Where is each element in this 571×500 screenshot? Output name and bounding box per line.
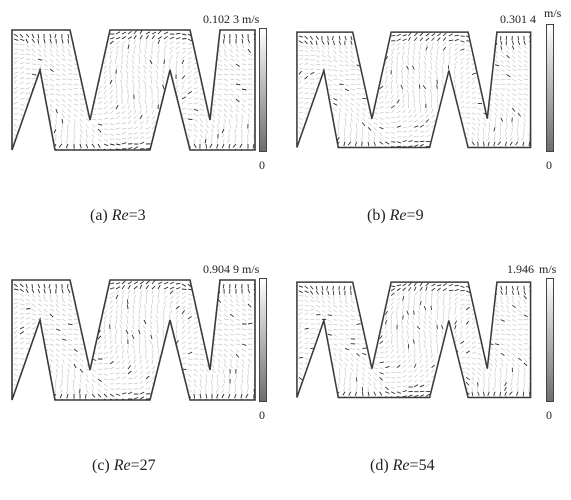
- reynolds-value: 27: [140, 457, 156, 474]
- panel-a: 0.102 3 m/s 0 (a) Re=3: [10, 10, 290, 250]
- velocity-field-d: [295, 260, 545, 410]
- colorbar-a: [259, 28, 267, 152]
- colorbar-d: [546, 278, 554, 402]
- panel-c: 0.904 9 m/s 0 (c) Re=27: [10, 260, 290, 500]
- velocity-field-b: [295, 10, 545, 160]
- colorbar-b: [546, 24, 554, 152]
- caption-equals: =: [407, 207, 416, 224]
- scale-min-c: 0: [259, 408, 265, 423]
- reynolds-value: 9: [416, 207, 424, 224]
- scale-min-b: 0: [546, 158, 552, 173]
- reynolds-symbol: Re: [112, 207, 129, 224]
- scale-max-a: 0.102 3: [203, 12, 239, 27]
- scale-min-a: 0: [259, 158, 265, 173]
- scale-unit-c: m/s: [242, 262, 259, 277]
- velocity-field-c: [10, 260, 270, 410]
- scale-unit-d: m/s: [539, 262, 556, 277]
- scale-max-d: 1.946: [507, 262, 534, 277]
- caption-a: (a) Re=3: [90, 207, 146, 225]
- reynolds-symbol: Re: [390, 207, 407, 224]
- scale-max-c: 0.904 9: [203, 262, 239, 277]
- velocity-field-a: [10, 10, 270, 160]
- caption-b: (b) Re=9: [367, 207, 424, 225]
- caption-c: (c) Re=27: [92, 457, 156, 475]
- reynolds-value: 54: [419, 457, 435, 474]
- caption-label: (c): [92, 457, 110, 474]
- reynolds-value: 3: [138, 207, 146, 224]
- caption-label: (b): [367, 207, 386, 224]
- scale-unit-a: m/s: [242, 12, 259, 27]
- caption-label: (d): [370, 457, 389, 474]
- scale-max-b: 0.301 4: [500, 12, 536, 27]
- scale-min-d: 0: [546, 408, 552, 423]
- caption-d: (d) Re=54: [370, 457, 435, 475]
- caption-equals: =: [131, 457, 140, 474]
- caption-label: (a): [90, 207, 108, 224]
- caption-equals: =: [410, 457, 419, 474]
- colorbar-c: [259, 278, 267, 402]
- scale-unit-b: m/s: [544, 6, 561, 21]
- reynolds-symbol: Re: [114, 457, 131, 474]
- panel-b: 0.301 4 m/s 0 (b) Re=9: [295, 10, 571, 250]
- reynolds-symbol: Re: [393, 457, 410, 474]
- caption-equals: =: [129, 207, 138, 224]
- panel-d: 1.946 m/s 0 (d) Re=54: [295, 260, 571, 500]
